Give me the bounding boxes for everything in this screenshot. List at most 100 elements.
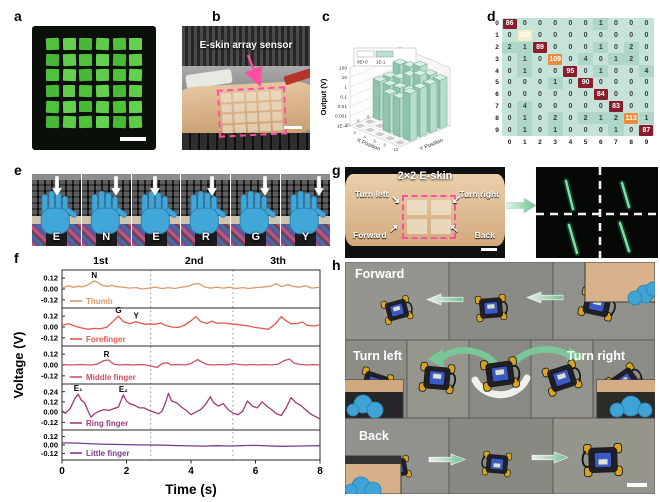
matrix-cell: 0	[538, 79, 542, 87]
robot-car-collage: Forward Turn left Turn right Back	[345, 262, 655, 494]
gloved-hand	[239, 190, 277, 234]
eskin-square	[79, 100, 92, 113]
eskin-patch	[233, 102, 245, 112]
scale-bar	[481, 248, 497, 251]
matrix-cell: 0	[629, 102, 634, 110]
matrix-cell: 0	[538, 91, 542, 99]
matrix-cell: 0	[507, 79, 512, 87]
y-tick-label: 0.12	[43, 274, 58, 283]
matrix-cell: 0	[598, 102, 603, 110]
eskin-square	[129, 53, 143, 66]
z-tick-label: 0.1	[340, 94, 347, 100]
matrix-row-labels: 0 1 2 3 4 5 6 7 8 9	[492, 18, 502, 136]
matrix-cell: 0	[644, 91, 649, 99]
robot-car	[474, 293, 508, 323]
matrix-cell: 0	[553, 67, 558, 75]
legend-label: 1E-1	[376, 60, 386, 65]
matrix-cell: 0	[568, 43, 573, 51]
series-label: Thumb	[86, 297, 113, 306]
matrix-cell: 0	[507, 55, 512, 63]
peak-annotation: R	[104, 350, 110, 359]
panel-g-label: g	[332, 162, 341, 178]
eskin-patch	[270, 90, 282, 100]
matrix-cell: 0	[538, 102, 542, 110]
matrix-cell: 0	[583, 126, 588, 134]
series-label: Little finger	[86, 449, 130, 458]
eskin-square	[112, 100, 126, 113]
y-tick-label: 0.00	[43, 408, 58, 417]
matrix-cell: 0	[507, 67, 512, 75]
press-arrow-icon	[111, 176, 122, 196]
turn-left-arrow	[437, 347, 501, 370]
back-label: Back	[474, 230, 495, 240]
matrix-cell: 0	[614, 43, 618, 51]
eskin-patch	[258, 101, 270, 111]
matrix-cell: 0	[522, 20, 527, 28]
white-turn-swoosh	[471, 374, 531, 399]
matrix-cell: 0	[629, 79, 634, 87]
eskin-square	[95, 100, 109, 113]
series-label: Forefinger	[86, 335, 126, 344]
matrix-cell: 2	[577, 112, 594, 125]
matrix-cell: 0	[583, 32, 588, 40]
y-axis-title: Y Position	[419, 138, 444, 153]
matrix-cell: 4	[577, 53, 594, 66]
matrix-cells: 86 0 0 0 0 0 1 0 0 0 0 128 0 0 0 0 0 0 0 0 2 1 89 0 0 0 1 0 2 0 0 1 0 109…	[502, 18, 654, 136]
matrix-cell: 0	[629, 126, 634, 134]
typing-photo: E	[32, 174, 81, 246]
matrix-cell: 0	[614, 67, 618, 75]
z-tick-label: 0.01	[338, 104, 348, 110]
eskin-patch	[233, 92, 245, 102]
eskin-square	[129, 84, 143, 97]
matrix-cell: 87	[639, 124, 654, 136]
matrix-cell: 1	[608, 124, 624, 136]
matrix-cell: 1	[593, 41, 609, 54]
key-letter: E	[52, 231, 61, 243]
matrix-cell: 84	[593, 89, 608, 101]
eskin-square	[112, 37, 126, 50]
press-arrow-icon	[314, 176, 325, 196]
eskin-patch	[234, 113, 246, 123]
y-tick-label: -0.12	[41, 449, 58, 458]
matrix-cell: 0	[507, 32, 512, 40]
press-arrow-icon	[51, 176, 62, 196]
robot-car	[418, 361, 456, 395]
typing-photo: Y	[281, 174, 330, 246]
panel-f-label: f	[14, 250, 19, 266]
y-tick-label: 0.12	[43, 312, 58, 321]
eskin-patch	[272, 121, 283, 131]
y-tick-label: 10	[394, 147, 399, 152]
gloved-hand	[140, 190, 177, 234]
series-label: Ring finger	[86, 419, 128, 428]
eskin-square	[129, 38, 142, 50]
matrix-cell: 1	[547, 124, 563, 136]
panel-g-luminescence-photo	[536, 167, 658, 258]
matrix-cell: 0	[598, 32, 603, 40]
eskin-square	[45, 37, 59, 50]
eskin-patch	[259, 122, 271, 132]
matrix-col-labels: 0 1 2 3 4 5 6 7 8 9	[502, 136, 654, 148]
z-axis-title: Output (V)	[319, 78, 328, 115]
matrix-cell: 4	[638, 65, 654, 77]
matrix-cell: 0	[553, 32, 558, 40]
col-label: 2	[538, 138, 542, 146]
eskin-patch	[245, 91, 257, 101]
y-tick-label: 0.12	[43, 432, 58, 441]
matrix-cell: 2	[502, 41, 518, 54]
matrix-cell: 0	[507, 91, 512, 99]
matrix-cell: 109	[548, 53, 563, 65]
matrix-cell: 0	[538, 32, 542, 40]
matrix-cell: 0	[644, 55, 649, 63]
turn-left-label: Turn left	[355, 189, 389, 199]
row-label: 4	[495, 67, 499, 75]
eskin-square	[112, 84, 126, 97]
panel-b-label: b	[212, 8, 221, 24]
col-label: 4	[568, 138, 573, 146]
matrix-cell: 0	[614, 20, 618, 28]
robot-car	[380, 295, 414, 325]
matrix-cell: 0	[568, 126, 573, 134]
direction-arrow	[526, 291, 564, 304]
